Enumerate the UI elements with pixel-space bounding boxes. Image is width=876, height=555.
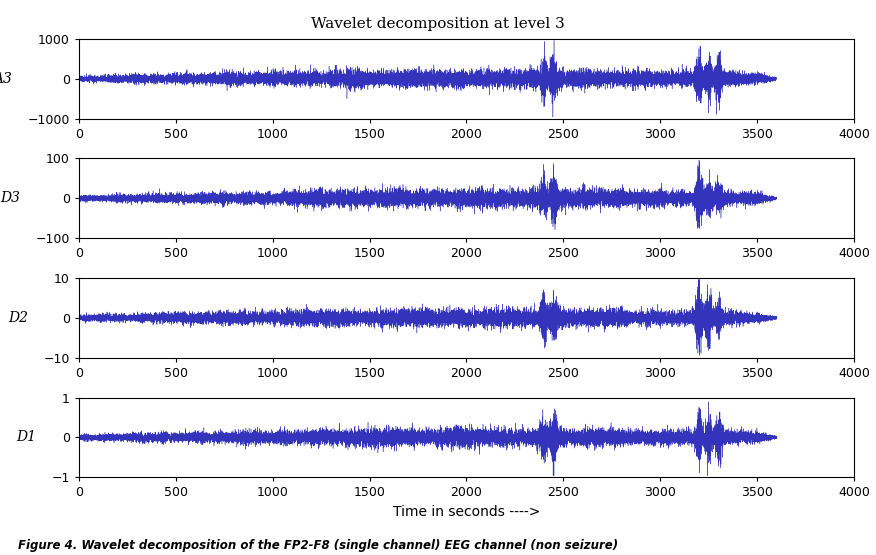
Y-axis label: A3: A3 (0, 72, 12, 85)
Y-axis label: D3: D3 (0, 191, 20, 205)
Text: Wavelet decomposition at level 3: Wavelet decomposition at level 3 (311, 17, 565, 31)
X-axis label: Time in seconds ---->: Time in seconds ----> (392, 505, 540, 519)
Y-axis label: D2: D2 (9, 311, 28, 325)
Text: Figure 4. Wavelet decomposition of the FP2-F8 (single channel) EEG channel (non : Figure 4. Wavelet decomposition of the F… (18, 539, 618, 552)
Y-axis label: D1: D1 (17, 431, 37, 445)
